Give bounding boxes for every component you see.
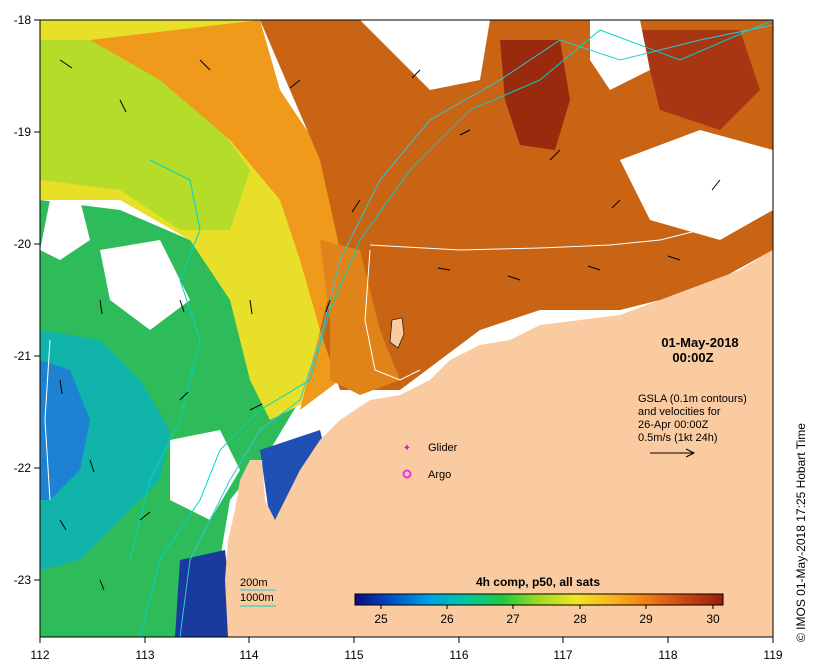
y-tick-label: -20 (14, 237, 32, 251)
sst-hot-patch-east (640, 30, 760, 130)
gsla-note-line: 26-Apr 00:00Z (638, 419, 709, 431)
island (389, 317, 405, 349)
x-tick-label: 119 (763, 648, 782, 662)
y-axis-ticks (34, 19, 40, 581)
x-tick-label: 118 (658, 648, 677, 662)
x-tick-label: 117 (553, 648, 572, 662)
glider-legend-label: Glider (428, 442, 458, 454)
x-tick-label: 115 (344, 648, 363, 662)
cloud-gap-east (620, 130, 773, 240)
glider-marker-icon: ✦ (403, 443, 411, 454)
land-mass (225, 250, 773, 637)
map-time: 00:00Z (672, 350, 713, 365)
colorbar (354, 593, 724, 606)
x-axis-ticks (39, 637, 774, 643)
y-tick-label: -19 (14, 125, 32, 139)
sst-cold-patch-south (175, 550, 235, 637)
y-tick-label: -23 (14, 573, 32, 587)
colorbar-tick-label: 28 (573, 612, 587, 626)
y-tick-label: -18 (14, 13, 32, 27)
sst-lime-band (40, 40, 250, 230)
y-tick-label: -22 (14, 461, 32, 475)
argo-marker-icon (402, 469, 412, 479)
x-tick-label: 114 (239, 648, 258, 662)
colorbar-tick-label: 27 (506, 612, 520, 626)
sst-warm-water (260, 20, 773, 390)
sst-hot-core (500, 40, 570, 150)
colorbar-title: 4h comp, p50, all sats (476, 575, 600, 589)
colorbar-tick-label: 25 (374, 612, 388, 626)
colorbar-tick-label: 29 (639, 612, 653, 626)
sst-blue-water (40, 360, 90, 500)
cloud-gap-north (360, 20, 490, 90)
colorbar-tick-label: 30 (706, 612, 720, 626)
cloud-gap-west (40, 200, 90, 260)
x-tick-label: 112 (30, 648, 49, 662)
x-tick-label: 113 (135, 648, 154, 662)
depth-1000-label: 1000m (240, 592, 274, 604)
cloud-gap-northeast (590, 20, 650, 90)
cloud-gap-south-west (170, 430, 240, 520)
y-tick-label: -21 (14, 349, 32, 363)
velocity-vectors (59, 59, 721, 591)
gsla-contour-loop (364, 249, 421, 381)
map-date: 01-May-2018 (661, 335, 738, 350)
gsla-note-line: 0.5m/s (1kt 24h) (638, 432, 717, 444)
gsla-note-line: and velocities for (638, 406, 721, 418)
cloud-gap-mid-west (100, 240, 190, 330)
gsla-note-line: GSLA (0.1m contours) (638, 393, 747, 405)
contour-200m (179, 24, 773, 637)
gsla-contour-west (44, 339, 51, 501)
map-frame (39, 19, 774, 638)
contour-1000m (139, 20, 773, 637)
sst-orange-band (90, 20, 340, 410)
sst-warm-water-orange-edge (320, 240, 400, 395)
velocity-scale-arrow (650, 448, 696, 458)
map-plot-area (40, 20, 773, 637)
credit-text: © IMOS 01-May-2018 17:25 Hobart Time (794, 423, 808, 642)
depth-200-label: 200m (240, 577, 268, 589)
colorbar-ticks (380, 605, 714, 609)
gsla-contour (369, 209, 773, 251)
contour-1000m-west (129, 159, 201, 561)
argo-legend-label: Argo (428, 469, 451, 481)
colorbar-tick-label: 26 (440, 612, 454, 626)
x-tick-label: 116 (449, 648, 468, 662)
